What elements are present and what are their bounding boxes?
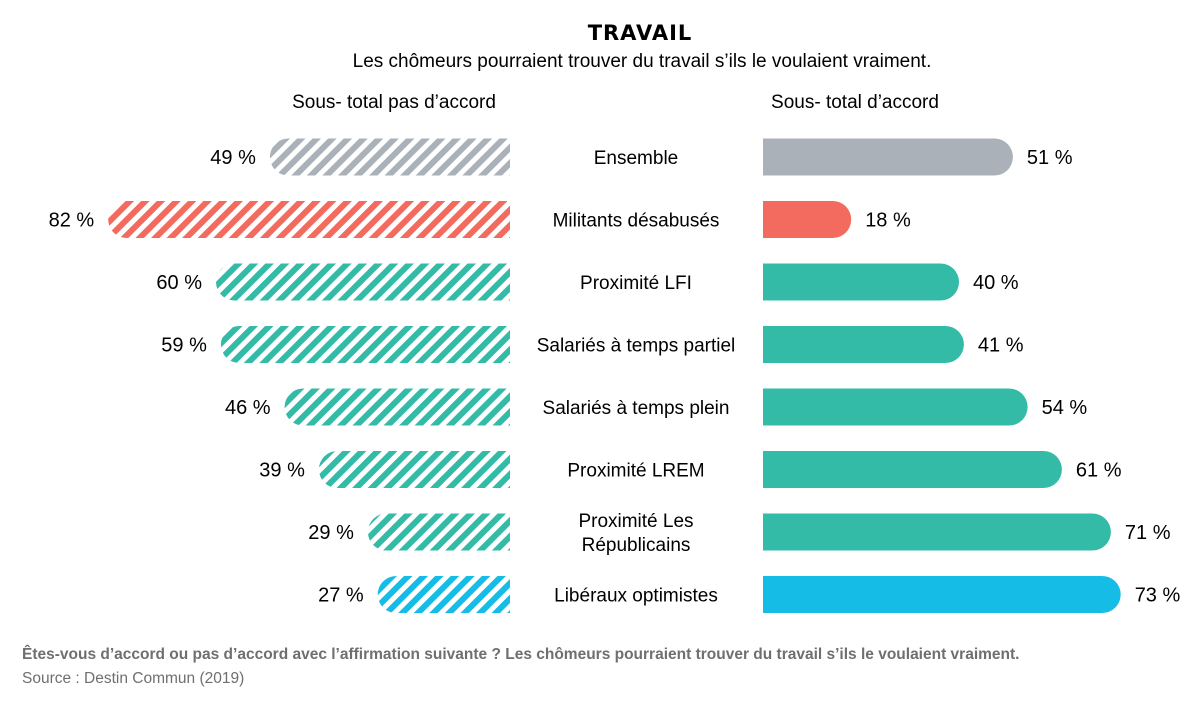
category-label-line: Militants désabusés bbox=[553, 211, 720, 232]
disagree-value-label: 82 % bbox=[49, 210, 95, 232]
chart-title: TRAVAIL bbox=[588, 21, 693, 45]
agree-value-label: 61 % bbox=[1076, 460, 1122, 482]
category-label-line: Libéraux optimistes bbox=[554, 586, 718, 607]
agree-bar-base bbox=[763, 138, 782, 176]
category-label: Proximité Les Républicains bbox=[578, 511, 693, 556]
agree-bar-base bbox=[763, 326, 782, 363]
disagree-bar bbox=[318, 451, 510, 488]
agree-bar bbox=[763, 263, 959, 301]
agree-value-label: 54 % bbox=[1042, 397, 1088, 419]
category-label-line: Proximité LFI bbox=[580, 273, 692, 294]
disagree-bar bbox=[284, 388, 510, 426]
disagree-value-label: 46 % bbox=[225, 397, 271, 419]
agree-bar bbox=[763, 388, 1028, 426]
disagree-value-label: 59 % bbox=[161, 335, 207, 357]
category-label: Libéraux optimistes bbox=[554, 586, 718, 607]
right-column-header: Sous- total d’accord bbox=[771, 92, 939, 113]
category-label-line: Proximité Les bbox=[578, 511, 693, 532]
left-column-header: Sous- total pas d’accord bbox=[292, 92, 496, 113]
agree-value-label: 71 % bbox=[1125, 522, 1171, 544]
chart-subtitle: Les chômeurs pourraient trouver du trava… bbox=[353, 51, 932, 72]
disagree-bar bbox=[216, 263, 511, 301]
category-label: Proximité LFI bbox=[580, 273, 692, 294]
diverging-bar-chart: TRAVAIL Les chômeurs pourraient trouver … bbox=[49, 21, 1181, 613]
agree-bar-base bbox=[763, 513, 782, 551]
agree-bar-base bbox=[763, 263, 782, 301]
agree-bar bbox=[763, 513, 1111, 551]
category-label: Salariés à temps plein bbox=[543, 398, 730, 419]
agree-bar bbox=[763, 201, 852, 238]
disagree-bar bbox=[377, 576, 510, 613]
agree-value-label: 73 % bbox=[1135, 585, 1181, 607]
disagree-bar bbox=[108, 201, 510, 239]
category-label-line: Salariés à temps plein bbox=[543, 398, 730, 419]
agree-value-label: 51 % bbox=[1027, 147, 1073, 169]
category-label: Proximité LREM bbox=[567, 461, 704, 482]
disagree-bar bbox=[269, 138, 510, 176]
source-note: Source : Destin Commun (2019) bbox=[22, 670, 245, 687]
disagree-bar bbox=[367, 513, 510, 551]
agree-bar-base bbox=[763, 451, 782, 488]
category-label: Ensemble bbox=[594, 148, 679, 169]
agree-value-label: 41 % bbox=[978, 335, 1024, 357]
survey-question: Êtes-vous d’accord ou pas d’accord avec … bbox=[22, 646, 1020, 663]
agree-bar bbox=[763, 138, 1013, 176]
disagree-value-label: 60 % bbox=[156, 272, 202, 294]
agree-value-label: 40 % bbox=[973, 272, 1019, 294]
category-label-line: Républicains bbox=[582, 535, 691, 556]
agree-bar-base bbox=[763, 388, 782, 426]
agree-bar bbox=[763, 451, 1062, 488]
category-label: Salariés à temps partiel bbox=[537, 336, 736, 357]
chart-rows: 49 % 51 % Ensemble 82 % 18 % Militants désabu… bbox=[49, 138, 1181, 613]
agree-bar-base bbox=[763, 576, 782, 613]
disagree-value-label: 29 % bbox=[308, 522, 354, 544]
category-label-line: Proximité LREM bbox=[567, 461, 704, 482]
agree-bar bbox=[763, 326, 964, 363]
disagree-bar bbox=[220, 326, 510, 363]
category-label: Militants désabusés bbox=[553, 211, 720, 232]
agree-bar bbox=[763, 576, 1121, 613]
category-label-line: Ensemble bbox=[594, 148, 679, 169]
disagree-value-label: 49 % bbox=[210, 147, 256, 169]
agree-value-label: 18 % bbox=[865, 210, 911, 232]
disagree-value-label: 27 % bbox=[318, 585, 364, 607]
agree-bar-base bbox=[763, 201, 782, 238]
disagree-value-label: 39 % bbox=[259, 460, 305, 482]
category-label-line: Salariés à temps partiel bbox=[537, 336, 736, 357]
